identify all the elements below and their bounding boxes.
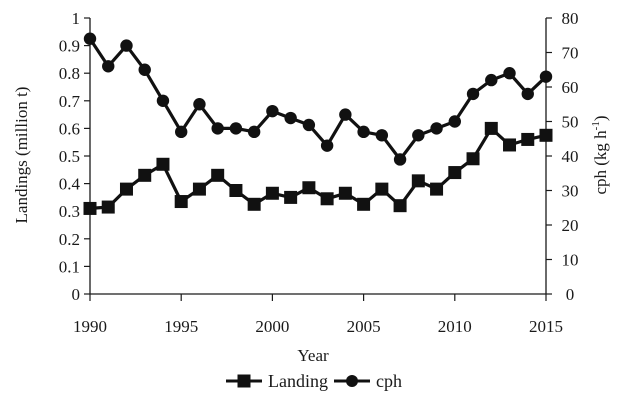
x-tick-label: 1990 — [73, 317, 107, 336]
y-right-tick-label: 40 — [562, 147, 579, 166]
x-tick-label: 2015 — [529, 317, 563, 336]
point-landing — [101, 200, 115, 214]
point-cph — [393, 153, 407, 166]
point-landing — [284, 190, 298, 204]
point-landing — [83, 201, 97, 215]
y-left-tick-label: 0.3 — [59, 202, 80, 221]
y-left-tick-label: 0.7 — [59, 92, 81, 111]
legend-marker-landing — [237, 374, 251, 388]
y-left-tick-label: 0.5 — [59, 147, 80, 166]
point-landing — [448, 166, 462, 180]
x-tick-label: 2010 — [438, 317, 472, 336]
y-right-tick-label: 0 — [566, 285, 575, 304]
point-landing — [539, 128, 553, 142]
point-cph — [320, 139, 334, 152]
point-landing — [211, 168, 225, 182]
point-landing — [411, 174, 425, 188]
legend-label-landing: Landing — [268, 371, 328, 391]
y-left-tick-label: 0.8 — [59, 64, 80, 83]
point-landing — [338, 186, 352, 200]
point-cph — [229, 122, 243, 135]
legend: Landing cph — [226, 371, 402, 391]
point-cph — [430, 122, 443, 135]
point-landing — [156, 157, 170, 171]
point-cph — [339, 108, 352, 121]
point-cph — [156, 94, 170, 108]
y-right-tick-label: 80 — [562, 9, 579, 28]
point-landing — [357, 197, 371, 211]
y-right-tick-label: 70 — [562, 44, 579, 63]
y-left-tick-label: 0.9 — [59, 37, 80, 56]
point-cph — [412, 129, 425, 142]
x-tick-label: 1995 — [164, 317, 198, 336]
point-landing — [521, 132, 535, 146]
y-right-axis-title-close: ) — [591, 115, 610, 121]
y-left-tick-label: 1 — [72, 9, 81, 28]
y-left-tick-label: 0.1 — [59, 257, 80, 276]
axes: 00.10.20.30.40.50.60.70.80.9101020304050… — [59, 9, 579, 336]
point-cph — [521, 87, 534, 101]
point-cph — [302, 118, 316, 132]
legend-label-cph: cph — [376, 371, 402, 391]
x-tick-label: 2000 — [255, 317, 289, 336]
point-cph — [120, 39, 133, 52]
point-cph — [211, 122, 224, 135]
point-cph — [485, 73, 498, 87]
x-axis-title: Year — [297, 346, 329, 365]
legend-marker-cph — [346, 375, 358, 387]
point-landing — [192, 182, 206, 196]
series-layer — [83, 32, 553, 215]
y-left-tick-label: 0.2 — [59, 230, 80, 249]
point-landing — [247, 197, 261, 211]
point-cph — [83, 32, 97, 45]
point-landing — [138, 168, 152, 182]
point-cph — [448, 115, 461, 128]
point-landing — [229, 184, 243, 197]
point-landing — [503, 138, 517, 152]
y-left-tick-label: 0.4 — [59, 175, 81, 194]
y-left-tick-label: 0.6 — [59, 119, 80, 138]
y-left-tick-label: 0 — [72, 285, 81, 304]
point-landing — [320, 192, 334, 206]
point-landing — [119, 182, 133, 196]
y-left-axis-title: Landings (million t) — [12, 87, 31, 224]
point-landing — [484, 121, 498, 135]
y-right-tick-label: 20 — [562, 216, 579, 235]
y-right-axis-title-main: cph (kg h — [591, 130, 610, 195]
y-right-axis-title-sup: -1 — [590, 121, 602, 130]
point-landing — [302, 181, 316, 195]
y-right-tick-label: 30 — [562, 182, 579, 201]
point-landing — [174, 195, 188, 209]
point-cph — [357, 125, 370, 139]
point-cph — [466, 87, 480, 101]
point-cph — [266, 104, 279, 118]
point-cph — [138, 63, 151, 76]
y-right-tick-label: 10 — [562, 251, 579, 270]
y-right-tick-label: 50 — [562, 113, 579, 132]
y-right-tick-label: 60 — [562, 78, 579, 97]
point-cph — [102, 60, 115, 73]
point-cph — [284, 111, 297, 125]
point-cph — [503, 67, 516, 80]
point-landing — [466, 152, 480, 166]
point-landing — [375, 182, 389, 196]
point-landing — [430, 182, 444, 196]
point-landing — [265, 186, 279, 200]
point-cph — [193, 98, 206, 111]
point-cph — [247, 125, 261, 139]
point-cph — [539, 70, 553, 83]
x-tick-label: 2005 — [347, 317, 381, 336]
y-right-axis-title: cph (kg h-1) — [590, 115, 610, 194]
point-cph — [175, 125, 188, 139]
point-cph — [375, 129, 389, 142]
point-landing — [393, 199, 407, 213]
